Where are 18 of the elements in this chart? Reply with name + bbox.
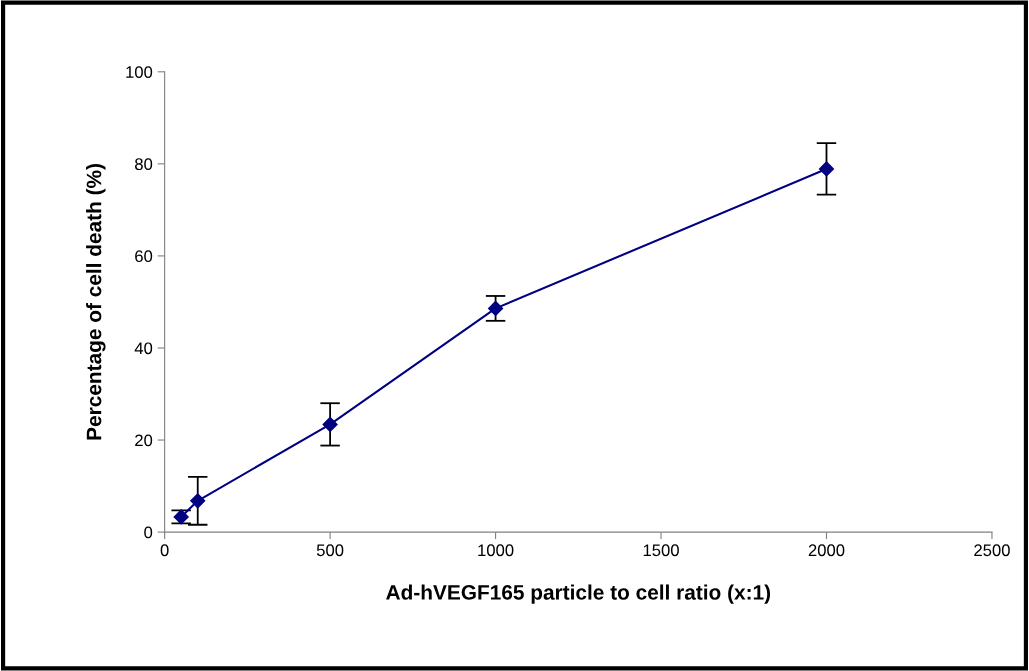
point: [818, 161, 835, 177]
x-tick-label: 500: [316, 544, 344, 557]
x-axis-title: Ad-hVEGF165 particle to cell ratio (x:1): [386, 584, 771, 604]
y-tick-label: 100: [126, 66, 153, 78]
y-tick-label: 0: [144, 526, 153, 539]
point: [487, 300, 504, 316]
y-axis-title: Percentage of cell death (%): [86, 164, 106, 440]
y-tick-label: 20: [135, 434, 153, 447]
x-tick-label: 2000: [808, 544, 845, 557]
x-tick-label: 1000: [478, 544, 514, 557]
y-tick-label: 40: [134, 342, 153, 355]
x-tick-label: 2500: [974, 544, 1010, 557]
x-tick-label: 0: [160, 544, 169, 557]
y-tick-label: 80: [135, 158, 153, 171]
y-tick-label: 60: [135, 250, 153, 263]
point: [322, 416, 338, 432]
x-tick-label: 1500: [643, 544, 679, 557]
point: [190, 493, 206, 509]
